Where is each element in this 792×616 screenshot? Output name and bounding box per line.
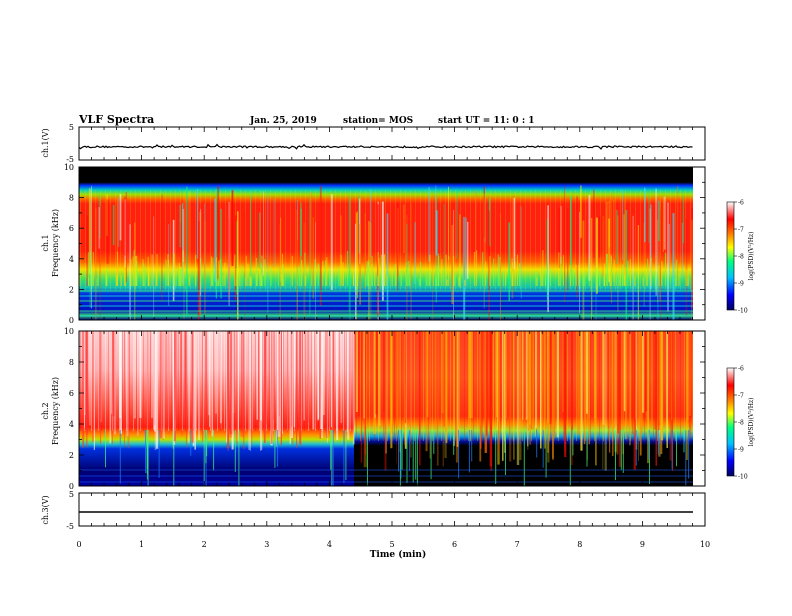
colorbar-tick-label: -9 — [738, 447, 744, 454]
x-tick-label: 2 — [202, 540, 207, 549]
colorbar-tick-label: -7 — [738, 393, 744, 400]
x-tick-label: 6 — [452, 540, 457, 549]
freq-tick-label: 6 — [69, 224, 74, 233]
x-tick-label: 0 — [76, 540, 81, 549]
freq-tick-label: 4 — [69, 420, 74, 429]
freq-tick-label: 8 — [69, 194, 74, 203]
freq-tick-label: 0 — [69, 316, 74, 325]
colorbar-tick-label: -8 — [738, 420, 744, 427]
colorbar-tick-label: -6 — [738, 366, 744, 373]
colorbar-tick-label: -6 — [738, 200, 744, 207]
ch2-spectrogram-panel: ch.2 Frequency (kHz) 0 2 4 6 8 10 — [41, 327, 706, 491]
ch2-colorbar-label: log(PSD)(V²/Hz) — [748, 398, 755, 447]
freq-tick-label: 2 — [69, 451, 74, 460]
ch1v-tick-top: 5 — [69, 123, 74, 132]
ch3v-axis-label: ch.3(V) — [41, 495, 50, 524]
ch2-freq-ticks: 0 2 4 6 8 10 — [64, 327, 705, 491]
station-label: station= MOS — [343, 116, 413, 126]
ch1v-tick-bottom: -5 — [66, 155, 74, 164]
x-tick-label: 4 — [327, 540, 332, 549]
ch2-channel-label: ch.2 — [41, 402, 50, 419]
ch2-freq-axis-label: Frequency (kHz) — [51, 377, 60, 445]
ch1-colorbar-label: log(PSD)(V²/Hz) — [748, 232, 755, 281]
freq-tick-label: 0 — [69, 482, 74, 491]
ch1-voltage-trace — [78, 143, 693, 150]
x-axis-label: Time (min) — [370, 549, 427, 560]
colorbar-tick-label: -7 — [738, 227, 744, 234]
x-tick-label: 7 — [515, 540, 520, 549]
ch3-voltage-panel: 5 -5 ch.3(V) 0 1 2 3 4 5 6 7 8 9 10 Time (min) — [41, 490, 710, 560]
ch3v-tick-top: 5 — [69, 490, 74, 499]
colorbar-tick-label: -9 — [738, 281, 744, 288]
x-tick-label: 10 — [700, 540, 710, 549]
x-tick-label: 8 — [577, 540, 582, 549]
x-tick-labels: 0 1 2 3 4 5 6 7 8 9 10 — [76, 540, 710, 549]
figure-title: VLF Spectra — [78, 113, 154, 126]
x-tick-label: 3 — [264, 540, 269, 549]
ch3v-tick-bottom: -5 — [66, 522, 74, 531]
ch1v-axis-label: ch.1(V) — [41, 128, 50, 157]
ch3v-x-ticks — [78, 493, 706, 526]
ch2-x-ticks — [78, 331, 706, 486]
freq-tick-label: 8 — [69, 358, 74, 367]
freq-tick-label: 2 — [69, 285, 74, 294]
ch2-colorbar: -6 -7 -8 -9 -10 log(PSD)(V²/Hz) — [726, 366, 755, 481]
x-tick-label: 5 — [389, 540, 394, 549]
freq-tick-label: 10 — [64, 327, 74, 336]
ch1-freq-axis-label: Frequency (kHz) — [51, 209, 60, 277]
freq-tick-label: 6 — [69, 389, 74, 398]
ch1-colorbar: -6 -7 -8 -9 -10 log(PSD)(V²/Hz) — [726, 200, 755, 315]
ch1-spectrogram-panel: ch.1 Frequency (kHz) 0 2 4 6 8 10 — [41, 163, 706, 325]
ch1-x-ticks — [78, 167, 706, 320]
start-time-label: start UT = 11: 0 : 1 — [438, 116, 535, 126]
freq-tick-label: 4 — [69, 255, 74, 264]
ch1-freq-ticks: 0 2 4 6 8 10 — [64, 163, 705, 325]
ch1-channel-label: ch.1 — [41, 234, 50, 251]
ch1-voltage-panel: 5 -5 ch.1(V) — [41, 123, 706, 164]
colorbar-tick-label: -10 — [738, 308, 748, 315]
ch1v-x-ticks — [78, 127, 706, 160]
date-label: Jan. 25, 2019 — [249, 116, 317, 126]
freq-tick-label: 10 — [64, 163, 74, 172]
x-tick-label: 1 — [139, 540, 144, 549]
x-tick-label: 9 — [640, 540, 645, 549]
colorbar-tick-label: -8 — [738, 254, 744, 261]
colorbar-tick-label: -10 — [738, 474, 748, 481]
